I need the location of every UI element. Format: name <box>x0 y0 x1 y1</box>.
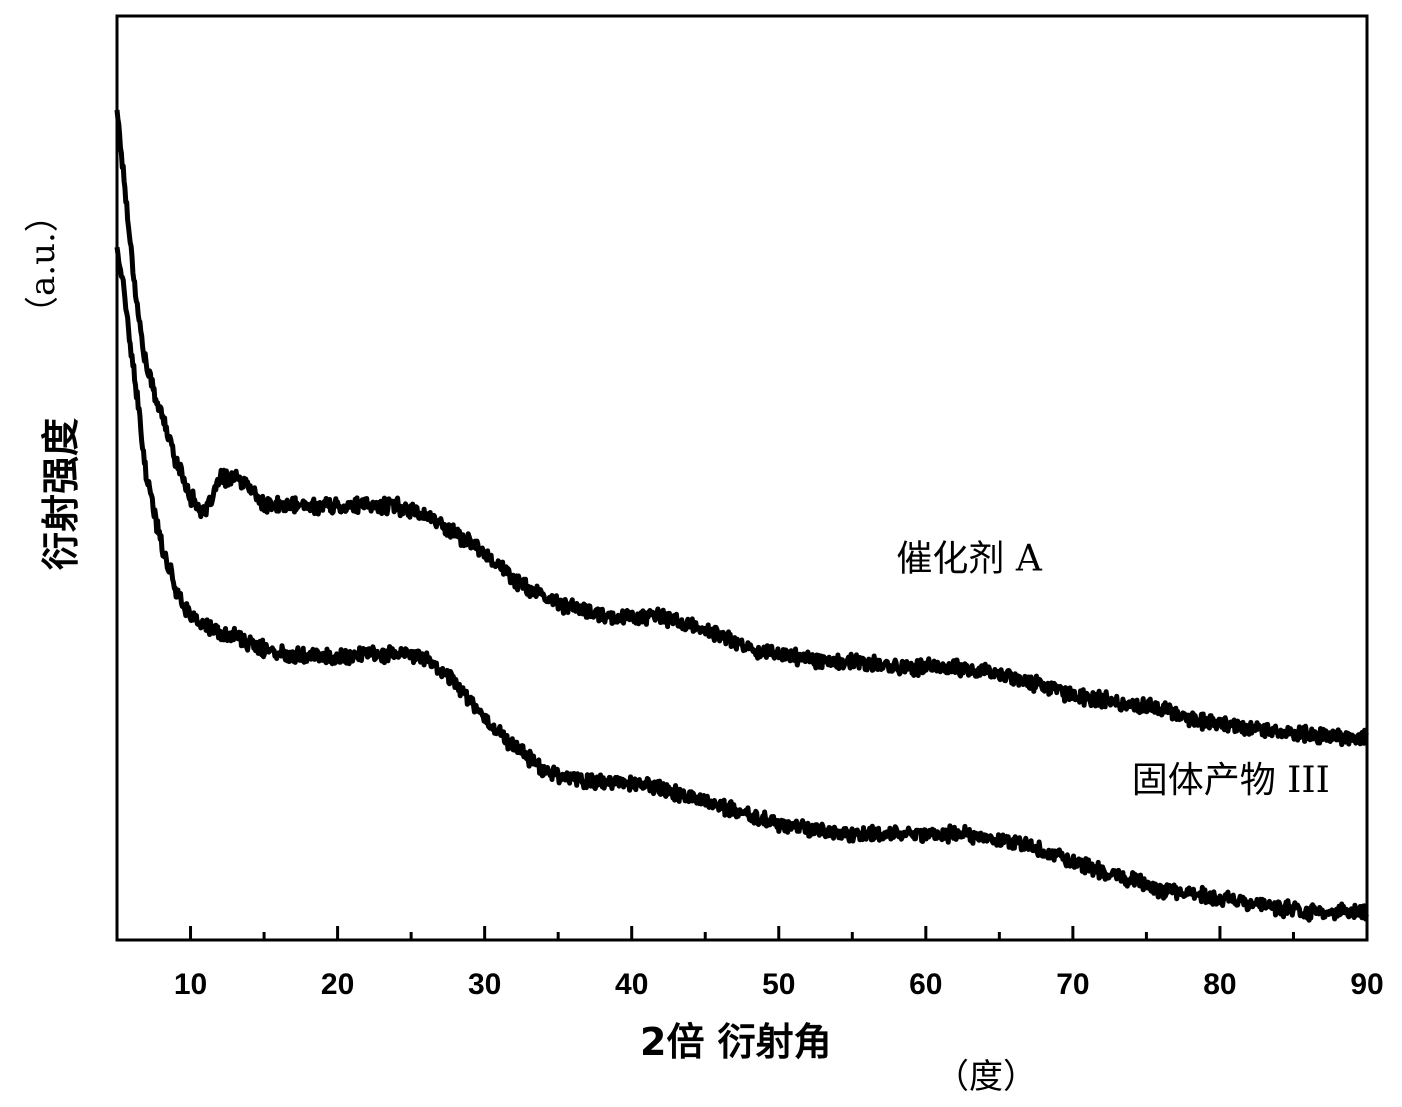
series-line-1 <box>117 247 1366 920</box>
x-tick-label: 80 <box>1203 968 1236 1001</box>
x-axis-label: 2倍 衍射角 <box>640 1020 832 1064</box>
x-tick-label: 40 <box>615 968 648 1001</box>
x-tick-label: 30 <box>468 968 501 1001</box>
series-label-1: 固体产物 III <box>1132 760 1330 801</box>
x-ticks: 10 20 30 40 50 60 70 80 90 <box>117 926 1384 1001</box>
x-tick-label: 60 <box>909 968 942 1001</box>
y-axis-label: 衍射强度 <box>39 418 83 570</box>
x-axis-unit: （度） <box>935 1057 1037 1097</box>
series-label-0: 催化剂 A <box>896 538 1042 579</box>
x-tick-label: 90 <box>1350 968 1383 1001</box>
x-tick-label: 50 <box>762 968 795 1001</box>
y-axis-unit: （a.u.） <box>23 198 63 330</box>
x-tick-label: 20 <box>321 968 354 1001</box>
plot-frame <box>117 16 1367 940</box>
x-tick-label: 10 <box>174 968 207 1001</box>
x-tick-label: 70 <box>1056 968 1089 1001</box>
